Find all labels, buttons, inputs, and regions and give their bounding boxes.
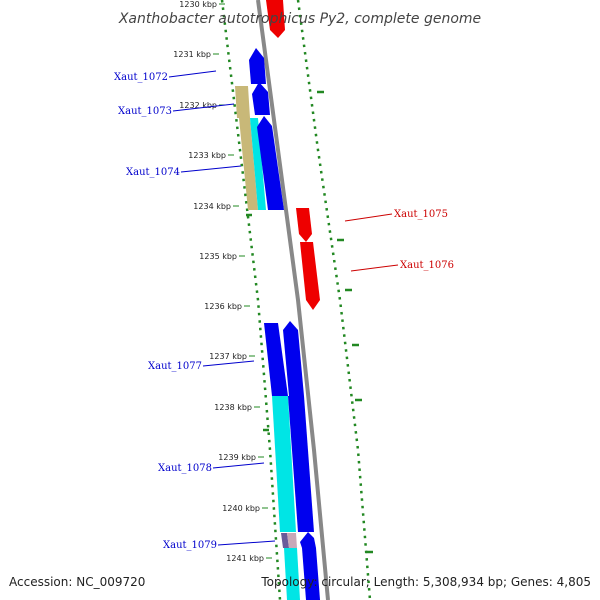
gene-label[interactable]: Xaut_1078 [158, 463, 212, 474]
cog-block-cyan [250, 118, 266, 210]
cds-arrow [296, 208, 312, 242]
gene-label[interactable]: Xaut_1075 [394, 209, 448, 220]
gene-leader-line [350, 264, 399, 272]
cog-block-purple [281, 533, 289, 548]
gene-label[interactable]: Xaut_1077 [148, 361, 202, 372]
cds-arrow [300, 532, 316, 548]
kbp-tick-label: 1240 kbp [222, 504, 260, 513]
genome-summary: Topology: circular; Length: 5,308,934 bp… [260, 575, 591, 589]
kbp-tick-label: 1235 kbp [199, 252, 237, 261]
gene-label[interactable]: Xaut_1072 [114, 72, 168, 83]
gene-label[interactable]: Xaut_1079 [163, 540, 217, 551]
gene-label[interactable]: Xaut_1074 [126, 167, 180, 178]
kbp-tick-label: 1231 kbp [173, 50, 211, 59]
kbp-tick-label: 1230 kbp [179, 0, 217, 9]
gene-leader-line [180, 165, 242, 173]
forward-cds-track [249, 48, 320, 600]
kbp-tick-label: 1241 kbp [226, 554, 264, 563]
cds-arrow [283, 321, 304, 396]
reverse-cds-track [266, 0, 320, 310]
gene-leader-line [212, 462, 265, 469]
gene-leader-line [344, 213, 393, 222]
kbp-tick-label: 1236 kbp [204, 302, 242, 311]
kbp-tick-label: 1239 kbp [218, 453, 256, 462]
cds-arrow [302, 548, 320, 600]
cog-block-khaki [239, 118, 258, 210]
kbp-tick-label: 1233 kbp [188, 151, 226, 160]
cog-block-cyan [284, 548, 300, 600]
map-title: Xanthobacter autotrophicus Py2, complete… [118, 11, 481, 27]
cds-arrow [288, 396, 314, 532]
gc-skew-peaks [246, 90, 373, 554]
cds-arrow [252, 82, 270, 115]
cds-arrow [300, 242, 320, 310]
gene-leader-line [217, 540, 276, 546]
gc-skew-track-left [220, 0, 282, 600]
cog-track [235, 86, 300, 600]
cog-block-khaki [235, 86, 250, 118]
accession-label: Accession: NC_009720 [9, 575, 145, 589]
cog-block-cyan [272, 396, 296, 532]
kbp-tick-label: 1234 kbp [193, 202, 231, 211]
kbp-tick-label: 1232 kbp [179, 101, 217, 110]
gene-leader-line [168, 70, 217, 78]
gc-skew-track-right [296, 0, 372, 600]
cds-arrow [266, 0, 285, 38]
kbp-tick-label: 1237 kbp [209, 352, 247, 361]
kbp-scale: 1230 kbp 1231 kbp 1232 kbp 1233 kbp 1234 kbp… [173, 0, 272, 563]
gene-label[interactable]: Xaut_1076 [400, 260, 454, 271]
gene-labels: Xaut_1072 Xaut_1073 Xaut_1074 Xaut_1075 Xaut… [114, 70, 454, 551]
gene-leader-line [202, 360, 255, 367]
kbp-tick-label: 1238 kbp [214, 403, 252, 412]
cds-arrow [249, 48, 266, 84]
cds-arrow [264, 323, 288, 396]
gene-label[interactable]: Xaut_1073 [118, 106, 172, 117]
gene-leader-line [172, 103, 235, 112]
cog-block-pink [287, 533, 297, 548]
cds-arrow [257, 116, 284, 210]
genome-backbone [256, 0, 330, 600]
